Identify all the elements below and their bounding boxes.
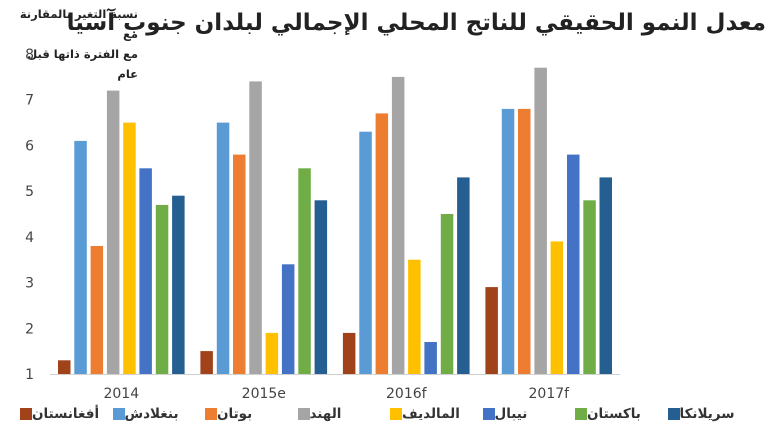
- legend-item: نيبال: [482, 406, 534, 422]
- bar: [155, 204, 169, 374]
- bars-group: [58, 67, 612, 375]
- legend-item: باكستان: [575, 406, 647, 422]
- x-axis-categories: 2014 2015e 2016f 2017f: [103, 386, 570, 402]
- legend-label: بنغلادش: [124, 406, 179, 422]
- y-tick-label: 5: [25, 184, 34, 200]
- legend-swatch: [575, 408, 587, 420]
- x-category-label: 2015e: [242, 386, 286, 402]
- legend: أفغانستان بنغلادش بوتان الهند المالديف نيبال ب…: [20, 406, 760, 430]
- legend-swatch: [112, 408, 125, 420]
- legend-item: أفغانستان: [20, 406, 105, 422]
- bar: [599, 177, 612, 374]
- legend-swatch: [667, 408, 680, 420]
- y-axis-ticks: 1 2 3 4 5 6 7 8: [25, 47, 34, 383]
- chart-title: معدل النمو الحقيقي للناتج المحلي الإجمال…: [66, 10, 766, 36]
- x-category-label: 2017f: [529, 386, 571, 402]
- bar: [172, 195, 185, 374]
- x-category-label: 2014: [103, 386, 139, 402]
- bar: [583, 200, 596, 374]
- legend-item: الهند: [297, 406, 348, 422]
- y-axis-label-line-1: نسبة التغير بالمقارنة مع: [19, 7, 138, 41]
- legend-label: الهند: [309, 406, 342, 422]
- y-tick-label: 7: [25, 93, 34, 109]
- y-tick-label: 8: [25, 47, 34, 63]
- y-axis-label: نسبة التغير بالمقارنة مع مع الفترة ذاتها…: [6, 4, 138, 84]
- bar: [485, 287, 498, 374]
- bar: [375, 113, 389, 375]
- y-tick-label: 6: [25, 138, 34, 154]
- bar: [200, 351, 213, 374]
- legend-label: بوتان: [217, 406, 253, 422]
- legend-item: بنغلادش: [112, 406, 185, 422]
- bar: [408, 259, 421, 374]
- bar: [567, 154, 580, 374]
- y-tick-label: 1: [25, 367, 34, 383]
- legend-item: بوتان: [205, 406, 258, 422]
- bar: [391, 76, 405, 375]
- bar: [518, 108, 531, 375]
- legend-label: سريلانكا: [679, 406, 735, 422]
- bar: [298, 168, 311, 374]
- bar: [314, 200, 328, 374]
- legend-label: نيبال: [494, 406, 528, 422]
- bar: [74, 140, 87, 374]
- bar: [58, 360, 71, 374]
- y-tick-label: 4: [25, 230, 34, 246]
- bar: [265, 332, 279, 374]
- bar: [550, 241, 564, 374]
- legend-item: المالديف: [390, 406, 466, 422]
- bar: [90, 246, 104, 374]
- bar: [216, 122, 230, 374]
- bar: [359, 131, 372, 374]
- bar: [281, 264, 295, 374]
- bar: [342, 332, 356, 374]
- bar: [440, 214, 454, 374]
- bar: [106, 90, 120, 374]
- bar: [424, 342, 437, 374]
- y-tick-label: 2: [25, 321, 34, 337]
- legend-label: المالديف: [402, 406, 460, 422]
- bar: [139, 168, 152, 374]
- legend-item: سريلانكا: [667, 406, 741, 422]
- legend-label: أفغانستان: [32, 406, 100, 422]
- y-tick-label: 3: [25, 276, 34, 292]
- legend-label: باكستان: [587, 406, 641, 422]
- y-axis-label-line-2: مع الفترة ذاتها قبل عام: [27, 47, 138, 81]
- legend-swatch: [390, 408, 402, 420]
- bar: [123, 122, 136, 374]
- bar: [233, 154, 246, 374]
- bar: [457, 177, 470, 374]
- legend-swatch: [297, 408, 310, 420]
- legend-swatch: [482, 408, 495, 420]
- bar: [534, 67, 547, 374]
- bar: [249, 81, 262, 375]
- x-category-label: 2016f: [386, 386, 428, 402]
- legend-swatch: [205, 408, 217, 420]
- legend-swatch: [20, 408, 32, 420]
- bar: [501, 108, 515, 375]
